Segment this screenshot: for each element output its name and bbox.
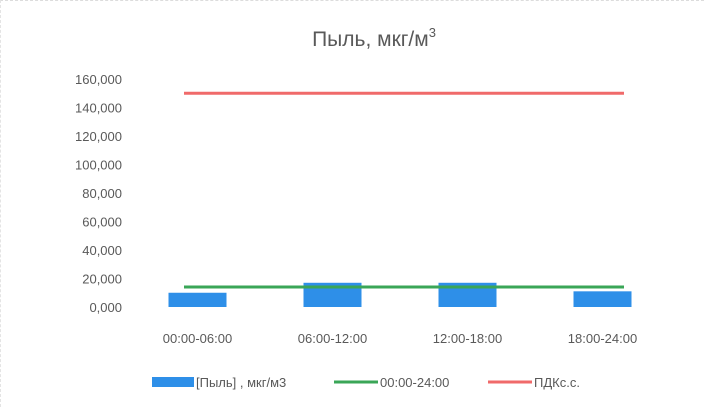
x-tick-label: 18:00-24:00 [568,331,637,346]
y-tick-label: 40,000 [82,243,122,258]
line-series [184,91,624,289]
legend-swatch [152,377,194,387]
y-tick-label: 140,000 [75,101,122,116]
legend: [Пыль] , мкг/м3 00:00-24:00 ПДКс.с. [152,375,580,390]
legend-label: ПДКс.с. [534,375,580,390]
y-axis: 0,000 20,000 40,000 60,000 80,000 100,000 120,… [75,72,122,315]
y-tick-label: 60,000 [82,215,122,230]
y-tick-label: 80,000 [82,186,122,201]
y-tick-label: 100,000 [75,158,122,173]
legend-label: 00:00-24:00 [380,375,449,390]
y-tick-label: 160,000 [75,72,122,87]
bar [168,292,227,307]
x-tick-label: 06:00-12:00 [298,331,367,346]
legend-label: [Пыль] , мкг/м3 [196,375,286,390]
y-tick-label: 20,000 [82,272,122,287]
x-axis: 00:00-06:00 06:00-12:00 12:00-18:00 18:00-2… [163,331,637,346]
bar [573,291,632,307]
x-tick-label: 12:00-18:00 [433,331,502,346]
x-tick-label: 00:00-06:00 [163,331,232,346]
y-tick-label: 0,000 [89,300,122,315]
y-tick-label: 120,000 [75,129,122,144]
chart-title: Пыль, мкг/м3 [312,25,436,51]
